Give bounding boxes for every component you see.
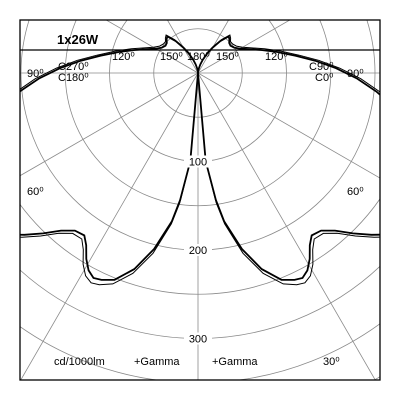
angle-label-150-left: 150⁰ xyxy=(160,51,183,63)
radial-tick-label-200: 200 xyxy=(189,245,207,257)
radial-tick-label-300: 300 xyxy=(189,334,207,346)
grid-spoke-30-right xyxy=(197,72,376,380)
tick-label-bg-100 xyxy=(184,155,212,168)
plane-label-c90: C90⁰ xyxy=(309,61,334,73)
gamma-label-right: +Gamma xyxy=(212,356,258,368)
chart-frame xyxy=(19,19,381,381)
angle-label-60-right: 60⁰ xyxy=(347,186,364,198)
grid-spoke-60-right xyxy=(197,72,380,179)
plane-label-c0: C0⁰ xyxy=(315,72,334,84)
angle-label-180: 180⁰ xyxy=(187,51,210,63)
angle-label-120-right: 120⁰ xyxy=(265,51,288,63)
intensity-curve-2-left xyxy=(20,34,199,286)
plane-label-c270: C270⁰ xyxy=(58,61,89,73)
angle-label-150-right: 150⁰ xyxy=(216,51,239,63)
angle-label-90-right: 90⁰ xyxy=(347,68,364,80)
angle-label-120-left: 120⁰ xyxy=(112,51,135,63)
intensity-curve-1-left xyxy=(20,35,199,281)
angle-label-60-left: 60⁰ xyxy=(27,186,44,198)
intensity-curves xyxy=(20,34,380,286)
plane-label-c180: C180⁰ xyxy=(58,72,89,84)
angle-label-30: 30⁰ xyxy=(323,356,340,368)
tick-label-bg-200 xyxy=(184,244,212,256)
grid-spoke-150-left xyxy=(166,20,199,74)
grid-spoke-150-right xyxy=(197,20,230,74)
grid-spoke-60-left xyxy=(20,72,199,177)
chart-title: 1x26W xyxy=(57,32,99,47)
grid-spoke-30-left xyxy=(20,72,199,380)
gamma-label-left: +Gamma xyxy=(134,356,180,368)
tick-label-bg-300 xyxy=(184,332,212,345)
radial-tick-label-100: 100 xyxy=(189,157,207,169)
unit-label: cd/1000lm xyxy=(54,356,105,368)
grid-spoke-120-right xyxy=(197,20,291,74)
intensity-curve-2-right xyxy=(197,34,380,286)
grid-spoke-120-left xyxy=(105,20,199,74)
radial-tick-labels: 100 200 300 xyxy=(184,155,212,346)
angle-label-90-left: 90⁰ xyxy=(27,68,44,80)
intensity-curve-1-right xyxy=(197,35,380,281)
